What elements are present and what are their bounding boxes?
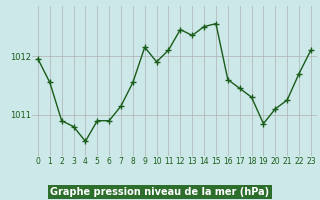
Text: Graphe pression niveau de la mer (hPa): Graphe pression niveau de la mer (hPa)	[51, 187, 269, 197]
